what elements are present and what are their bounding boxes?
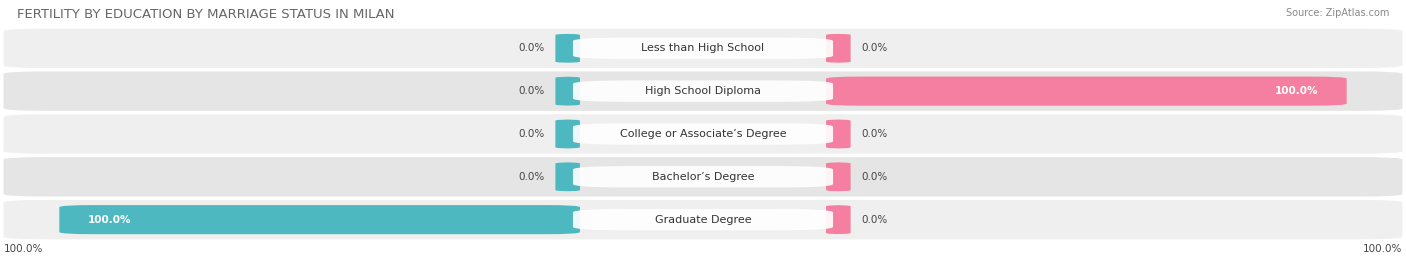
- Text: Graduate Degree: Graduate Degree: [655, 215, 751, 225]
- Text: 0.0%: 0.0%: [860, 43, 887, 53]
- FancyBboxPatch shape: [3, 157, 1403, 197]
- FancyBboxPatch shape: [827, 119, 851, 148]
- FancyBboxPatch shape: [555, 119, 581, 148]
- Text: 100.0%: 100.0%: [3, 245, 44, 254]
- FancyBboxPatch shape: [827, 205, 851, 234]
- Text: 100.0%: 100.0%: [1362, 245, 1403, 254]
- Text: FERTILITY BY EDUCATION BY MARRIAGE STATUS IN MILAN: FERTILITY BY EDUCATION BY MARRIAGE STATU…: [17, 8, 394, 21]
- FancyBboxPatch shape: [574, 80, 832, 102]
- FancyBboxPatch shape: [3, 29, 1403, 68]
- Text: High School Diploma: High School Diploma: [645, 86, 761, 96]
- FancyBboxPatch shape: [555, 77, 581, 106]
- Text: 0.0%: 0.0%: [860, 172, 887, 182]
- Text: Bachelor’s Degree: Bachelor’s Degree: [652, 172, 754, 182]
- FancyBboxPatch shape: [827, 34, 851, 63]
- FancyBboxPatch shape: [574, 123, 832, 145]
- FancyBboxPatch shape: [59, 205, 579, 234]
- Text: 0.0%: 0.0%: [860, 129, 887, 139]
- Text: College or Associate’s Degree: College or Associate’s Degree: [620, 129, 786, 139]
- FancyBboxPatch shape: [3, 200, 1403, 239]
- FancyBboxPatch shape: [574, 166, 832, 187]
- FancyBboxPatch shape: [3, 72, 1403, 111]
- Text: Source: ZipAtlas.com: Source: ZipAtlas.com: [1285, 8, 1389, 18]
- Text: 0.0%: 0.0%: [519, 86, 546, 96]
- Text: 0.0%: 0.0%: [519, 172, 546, 182]
- Text: 100.0%: 100.0%: [87, 215, 131, 225]
- Text: Less than High School: Less than High School: [641, 43, 765, 53]
- Text: 0.0%: 0.0%: [860, 215, 887, 225]
- FancyBboxPatch shape: [574, 209, 832, 230]
- Text: 0.0%: 0.0%: [519, 129, 546, 139]
- FancyBboxPatch shape: [555, 162, 581, 191]
- Text: 100.0%: 100.0%: [1275, 86, 1319, 96]
- FancyBboxPatch shape: [574, 38, 832, 59]
- Text: 0.0%: 0.0%: [519, 43, 546, 53]
- FancyBboxPatch shape: [3, 114, 1403, 154]
- FancyBboxPatch shape: [555, 34, 581, 63]
- FancyBboxPatch shape: [827, 162, 851, 191]
- FancyBboxPatch shape: [827, 77, 1347, 106]
